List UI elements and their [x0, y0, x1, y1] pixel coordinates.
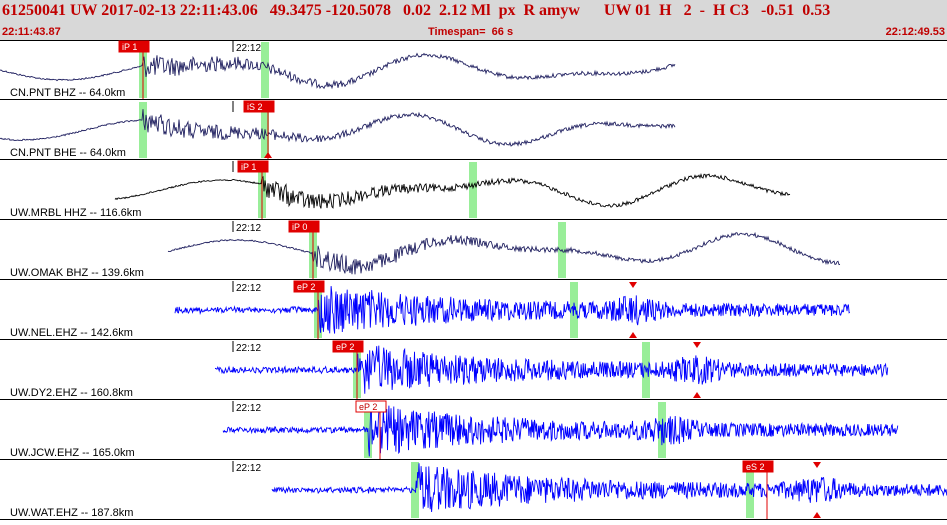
pick-flag[interactable] [355, 400, 387, 413]
pick-label: iP 0 [292, 222, 307, 232]
amplitude-marker-top [813, 462, 821, 468]
header-bar: 61250041 UW 2017-02-13 22:11:43.06 49.34… [0, 0, 947, 41]
pick-label: iP 1 [241, 162, 256, 172]
station-label: UW.MRBL HHZ -- 116.6km [10, 207, 141, 219]
pick-label: iP 1 [122, 42, 137, 52]
pick-label: eP 2 [359, 402, 377, 412]
minute-label: 22:12 [236, 463, 261, 474]
station-label: UW.OMAK BHZ -- 139.6km [10, 267, 144, 279]
pick-label: eS 2 [746, 462, 765, 472]
pick-flag[interactable] [118, 40, 150, 53]
amplitude-marker-top [693, 342, 701, 348]
timespan-label: Timespan= 66 s [428, 26, 514, 38]
waveform-trace [0, 109, 676, 147]
trace-panel[interactable]: iS 2 CN.PNT BHE -- 64.0km [0, 100, 947, 160]
station-label: CN.PNT BHE -- 64.0km [10, 147, 126, 159]
pick-flag[interactable] [293, 280, 325, 293]
trace-panel[interactable]: eS 2 22:12 UW.WAT.EHZ -- 187.8km [0, 460, 947, 520]
pick-label: iS 2 [247, 102, 263, 112]
pick-flag[interactable] [332, 340, 364, 353]
phase-highlight [746, 462, 754, 518]
pick-flag[interactable] [237, 160, 269, 173]
station-label: UW.WAT.EHZ -- 187.8km [10, 507, 133, 519]
pick-flag[interactable] [243, 100, 275, 113]
amplitude-marker-bottom [264, 152, 272, 158]
amplitude-marker-bottom [693, 392, 701, 398]
seismogram-panels[interactable]: iP 1 22:12 CN.PNT BHZ -- 64.0km iS 2 CN.PNT … [0, 40, 947, 520]
phase-highlight [139, 102, 147, 158]
trace-panel[interactable]: eP 2 22:12 UW.DY2.EHZ -- 160.8km [0, 340, 947, 400]
minute-label: 22:12 [236, 283, 261, 294]
waveform-trace [271, 463, 947, 513]
waveform-trace [214, 345, 889, 394]
trace-panel[interactable]: eP 2 22:12 UW.NEL.EHZ -- 142.6km [0, 280, 947, 340]
trace-panel[interactable]: iP 1 22:12 CN.PNT BHZ -- 64.0km [0, 40, 947, 100]
pick-flag[interactable] [288, 220, 320, 233]
trace-panel[interactable]: iP 0 22:12 UW.OMAK BHZ -- 139.6km [0, 220, 947, 280]
trace-panel[interactable]: iP 1 UW.MRBL HHZ -- 116.6km [0, 160, 947, 220]
amplitude-marker-top [264, 102, 272, 108]
waveform-trace [167, 231, 841, 275]
station-label: CN.PNT BHZ -- 64.0km [10, 87, 125, 99]
minute-label: 22:12 [236, 43, 261, 54]
amplitude-marker-top [629, 282, 637, 288]
event-title: 61250041 UW 2017-02-13 22:11:43.06 49.34… [2, 2, 831, 19]
pick-flag[interactable] [742, 460, 774, 473]
trace-panel[interactable]: eP 2 22:12 UW.JCW.EHZ -- 165.0km [0, 400, 947, 460]
minute-label: 22:12 [236, 343, 261, 354]
start-time: 22:11:43.87 [2, 26, 61, 38]
pick-label: eP 2 [336, 342, 354, 352]
waveform-trace [114, 173, 791, 209]
station-label: UW.DY2.EHZ -- 160.8km [10, 387, 133, 399]
pick-label: eP 2 [297, 282, 315, 292]
waveform-canvas[interactable]: iP 1 22:12 CN.PNT BHZ -- 64.0km iS 2 CN.PNT … [0, 40, 947, 520]
amplitude-marker-bottom [813, 512, 821, 518]
amplitude-marker-bottom [629, 332, 637, 338]
phase-highlight [469, 162, 477, 218]
minute-label: 22:12 [236, 403, 261, 414]
waveform-trace [174, 286, 851, 334]
end-time: 22:12:49.53 [885, 26, 945, 38]
station-label: UW.NEL.EHZ -- 142.6km [10, 327, 133, 339]
waveform-trace [0, 52, 676, 90]
phase-highlight [411, 462, 419, 518]
station-label: UW.JCW.EHZ -- 165.0km [10, 447, 135, 459]
waveform-trace [222, 405, 899, 457]
minute-label: 22:12 [236, 223, 261, 234]
phase-highlight [261, 42, 269, 98]
